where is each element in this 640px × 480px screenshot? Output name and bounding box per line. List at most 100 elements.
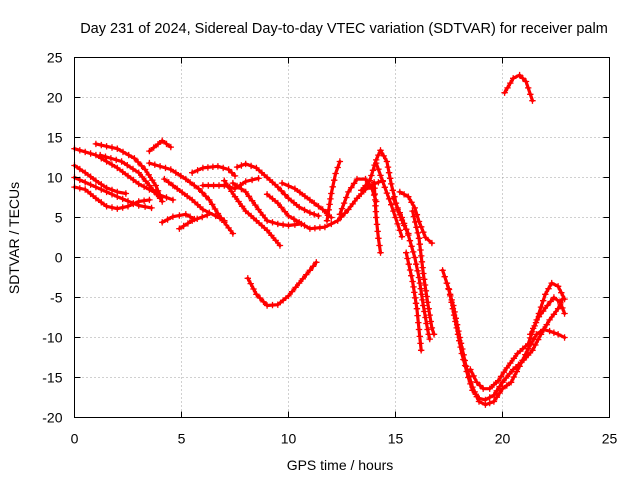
data-point-marker: [525, 340, 532, 348]
data-point-marker: [338, 205, 346, 212]
data-point-marker: [108, 191, 116, 198]
data-point-marker: [233, 163, 241, 171]
series-arc-16: [221, 177, 284, 249]
data-point-marker: [167, 143, 174, 151]
data-point-marker: [420, 302, 427, 309]
x-tick-label: 10: [281, 431, 297, 447]
data-point-marker: [194, 167, 201, 174]
data-point-marker: [296, 189, 304, 196]
series-arc-5: [92, 140, 166, 205]
data-point-marker: [258, 222, 265, 229]
data-point-marker: [199, 182, 207, 189]
data-point-marker: [211, 205, 219, 213]
data-point-marker: [329, 183, 336, 190]
data-point-marker: [108, 144, 116, 151]
data-point-marker: [151, 161, 158, 168]
data-point-marker: [323, 217, 331, 224]
data-point-marker: [146, 147, 153, 155]
data-point-marker: [238, 185, 245, 193]
data-point-marker: [513, 368, 520, 375]
data-point-marker: [546, 316, 553, 324]
data-point-marker: [414, 267, 421, 274]
data-point-marker: [189, 217, 196, 224]
data-point-marker: [408, 199, 415, 206]
data-point-marker: [174, 185, 181, 192]
data-point-marker: [103, 188, 110, 196]
y-tick-labels: -20 -15 -10 -5 0 5 10 15 20 25: [42, 50, 62, 426]
data-point-marker: [418, 291, 425, 298]
data-point-marker: [519, 345, 526, 352]
data-point-marker: [497, 373, 505, 380]
data-point-marker: [405, 193, 412, 200]
data-point-marker: [389, 187, 396, 194]
data-point-marker: [285, 195, 292, 202]
series-arc-32: [527, 294, 568, 338]
data-point-marker: [411, 289, 418, 296]
data-point-marker: [486, 399, 493, 407]
data-point-marker: [87, 181, 94, 188]
series-arc-7: [146, 137, 174, 155]
data-point-marker: [377, 172, 384, 179]
data-point-marker: [392, 199, 399, 207]
data-point-marker: [135, 169, 142, 176]
data-point-marker: [411, 254, 418, 261]
data-point-marker: [501, 89, 508, 96]
data-point-marker: [410, 213, 418, 220]
data-point-marker: [390, 195, 397, 202]
data-point-marker: [272, 237, 279, 244]
data-point-marker: [256, 294, 264, 302]
data-point-marker: [375, 235, 382, 242]
data-point-marker: [301, 193, 309, 200]
data-point-marker: [535, 313, 543, 320]
data-point-marker: [131, 155, 138, 162]
data-point-marker: [516, 71, 523, 79]
data-series: [71, 71, 568, 408]
data-point-marker: [466, 373, 473, 380]
data-point-marker: [522, 351, 529, 358]
data-point-marker: [92, 195, 100, 202]
data-point-marker: [182, 175, 189, 183]
data-point-marker: [306, 209, 314, 216]
data-point-marker: [415, 235, 423, 242]
data-point-marker: [118, 158, 125, 165]
data-point-marker: [372, 196, 379, 204]
series-arc-4: [71, 183, 153, 212]
data-point-marker: [441, 273, 448, 280]
data-point-marker: [311, 211, 318, 218]
data-point-marker: [554, 305, 562, 312]
data-point-marker: [371, 190, 378, 198]
data-point-marker: [362, 182, 369, 189]
data-point-marker: [281, 208, 289, 215]
data-point-marker: [452, 315, 459, 322]
data-point-marker: [191, 182, 198, 189]
data-point-marker: [424, 326, 431, 333]
data-point-marker: [480, 385, 487, 392]
data-point-marker: [263, 217, 271, 224]
data-point-marker: [149, 177, 156, 184]
x-tick-label: 15: [388, 431, 404, 447]
data-point-marker: [202, 193, 209, 200]
data-point-marker: [380, 152, 387, 160]
data-point-marker: [394, 204, 401, 212]
data-point-marker: [245, 193, 253, 200]
data-point-marker: [529, 97, 536, 104]
data-point-marker: [343, 194, 350, 201]
data-point-marker: [486, 394, 493, 401]
data-point-marker: [235, 198, 242, 205]
data-point-marker: [259, 211, 266, 219]
data-point-marker: [153, 190, 160, 198]
data-point-marker: [366, 177, 373, 184]
x-tick-label: 5: [178, 431, 186, 447]
data-point-marker: [146, 159, 153, 167]
data-point-marker: [149, 186, 157, 193]
data-point-marker: [315, 203, 322, 210]
data-point-marker: [98, 141, 105, 149]
data-point-marker: [319, 206, 326, 213]
data-point-marker: [176, 212, 183, 219]
data-point-marker: [530, 325, 537, 332]
data-point-marker: [453, 321, 461, 328]
data-point-marker: [177, 172, 184, 180]
data-point-marker: [428, 239, 436, 247]
data-point-marker: [504, 84, 511, 92]
data-point-marker: [331, 177, 338, 184]
